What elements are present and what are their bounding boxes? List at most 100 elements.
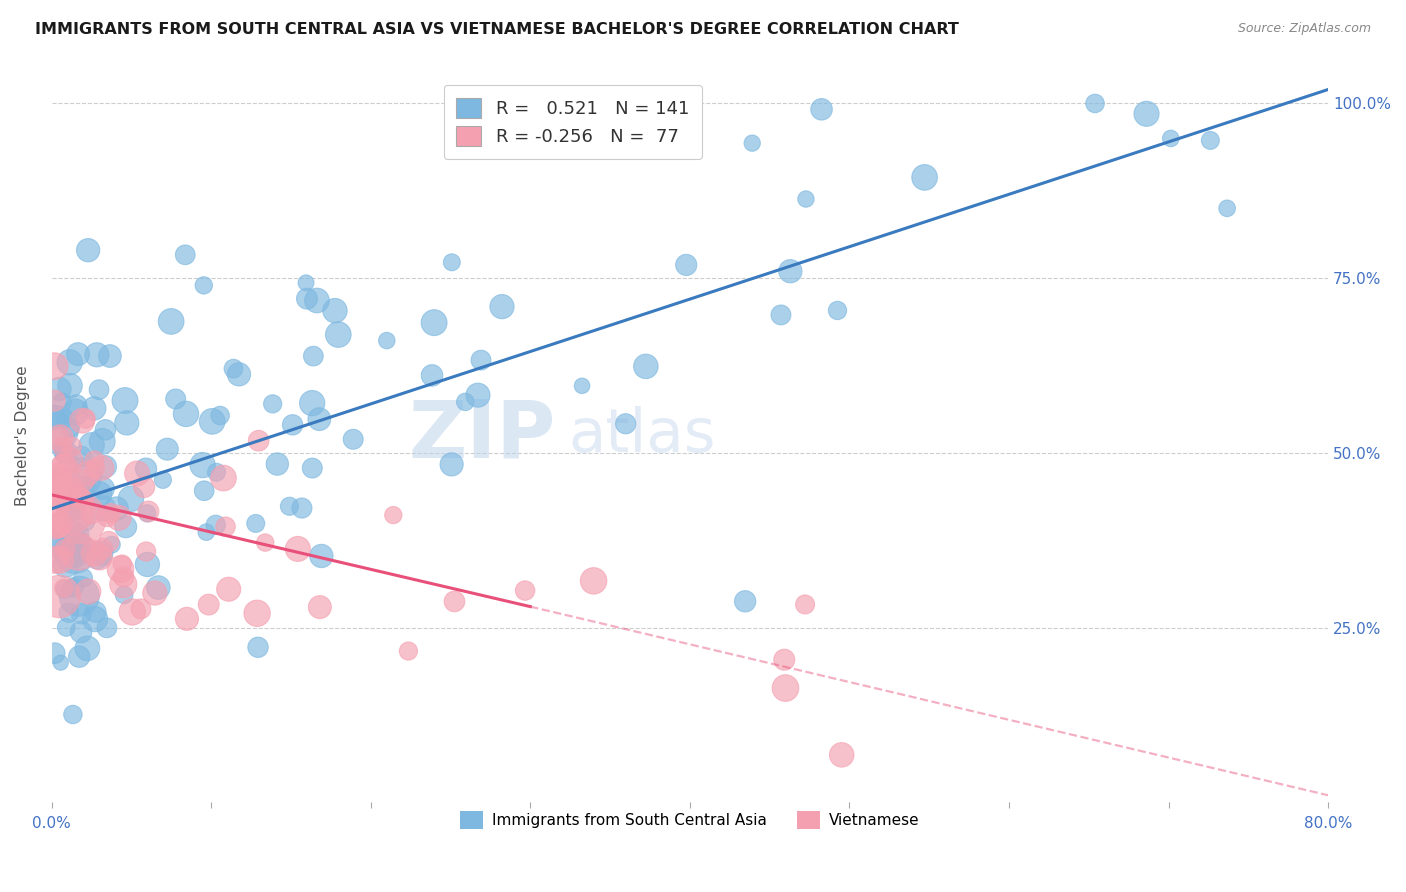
- Point: [136, 558, 159, 572]
- Point: [48, 590, 70, 604]
- Point: [72, 571, 94, 585]
- Point: [83, 461, 105, 475]
- Point: [44, 359, 66, 373]
- Point: [734, 594, 756, 608]
- Point: [105, 501, 128, 516]
- Point: [301, 461, 323, 475]
- Point: [136, 506, 159, 520]
- Point: [831, 747, 853, 762]
- Point: [91, 482, 114, 496]
- Point: [440, 255, 463, 269]
- Point: [59, 468, 82, 483]
- Point: [96, 621, 118, 635]
- Point: [84, 605, 107, 619]
- Point: [53, 445, 76, 459]
- Point: [176, 612, 198, 626]
- Point: [44, 553, 66, 567]
- Point: [48, 521, 70, 535]
- Point: [174, 248, 197, 262]
- Point: [98, 349, 121, 363]
- Point: [114, 393, 136, 408]
- Point: [160, 314, 183, 328]
- Point: [53, 582, 76, 597]
- Point: [59, 421, 82, 435]
- Point: [80, 507, 103, 521]
- Point: [91, 501, 114, 516]
- Point: [254, 535, 277, 549]
- Point: [134, 480, 156, 494]
- Point: [769, 308, 792, 322]
- Point: [305, 293, 328, 308]
- Point: [914, 170, 936, 185]
- Point: [94, 423, 117, 437]
- Point: [420, 368, 443, 383]
- Point: [794, 192, 817, 206]
- Point: [114, 520, 136, 534]
- Point: [84, 612, 107, 626]
- Point: [193, 483, 215, 498]
- Point: [148, 581, 170, 595]
- Point: [53, 413, 76, 427]
- Point: [423, 316, 446, 330]
- Point: [55, 558, 77, 572]
- Point: [205, 465, 228, 479]
- Point: [86, 549, 108, 563]
- Point: [247, 434, 270, 448]
- Point: [89, 550, 111, 565]
- Point: [810, 103, 832, 117]
- Point: [55, 446, 77, 460]
- Point: [44, 500, 66, 515]
- Point: [112, 570, 135, 584]
- Point: [246, 607, 269, 621]
- Point: [209, 409, 232, 423]
- Point: [454, 395, 477, 409]
- Point: [75, 515, 97, 529]
- Point: [491, 300, 513, 314]
- Point: [75, 411, 97, 425]
- Point: [794, 598, 817, 612]
- Point: [247, 640, 270, 655]
- Point: [165, 392, 187, 406]
- Point: [44, 477, 66, 491]
- Point: [65, 549, 87, 564]
- Point: [62, 707, 84, 722]
- Point: [65, 405, 87, 419]
- Point: [212, 471, 235, 485]
- Point: [129, 602, 152, 616]
- Point: [513, 583, 536, 598]
- Point: [83, 546, 105, 560]
- Point: [49, 553, 72, 567]
- Point: [266, 457, 288, 471]
- Point: [135, 461, 157, 475]
- Point: [375, 334, 398, 348]
- Point: [66, 550, 89, 565]
- Point: [193, 278, 215, 293]
- Point: [675, 258, 697, 272]
- Point: [94, 459, 117, 474]
- Point: [53, 542, 76, 557]
- Point: [201, 414, 224, 428]
- Point: [69, 491, 91, 506]
- Point: [67, 545, 90, 559]
- Point: [112, 577, 135, 591]
- Point: [218, 582, 240, 597]
- Point: [44, 516, 66, 530]
- Point: [83, 453, 105, 467]
- Point: [775, 681, 797, 695]
- Point: [51, 495, 73, 509]
- Point: [53, 482, 76, 496]
- Point: [467, 388, 489, 402]
- Point: [67, 589, 90, 603]
- Point: [262, 397, 284, 411]
- Point: [73, 473, 96, 487]
- Point: [77, 584, 100, 599]
- Point: [1216, 202, 1239, 216]
- Point: [115, 416, 138, 430]
- Point: [58, 501, 80, 516]
- Text: IMMIGRANTS FROM SOUTH CENTRAL ASIA VS VIETNAMESE BACHELOR'S DEGREE CORRELATION C: IMMIGRANTS FROM SOUTH CENTRAL ASIA VS VI…: [35, 22, 959, 37]
- Point: [49, 474, 72, 488]
- Point: [86, 348, 108, 362]
- Point: [96, 509, 118, 524]
- Point: [396, 644, 419, 658]
- Point: [48, 382, 70, 396]
